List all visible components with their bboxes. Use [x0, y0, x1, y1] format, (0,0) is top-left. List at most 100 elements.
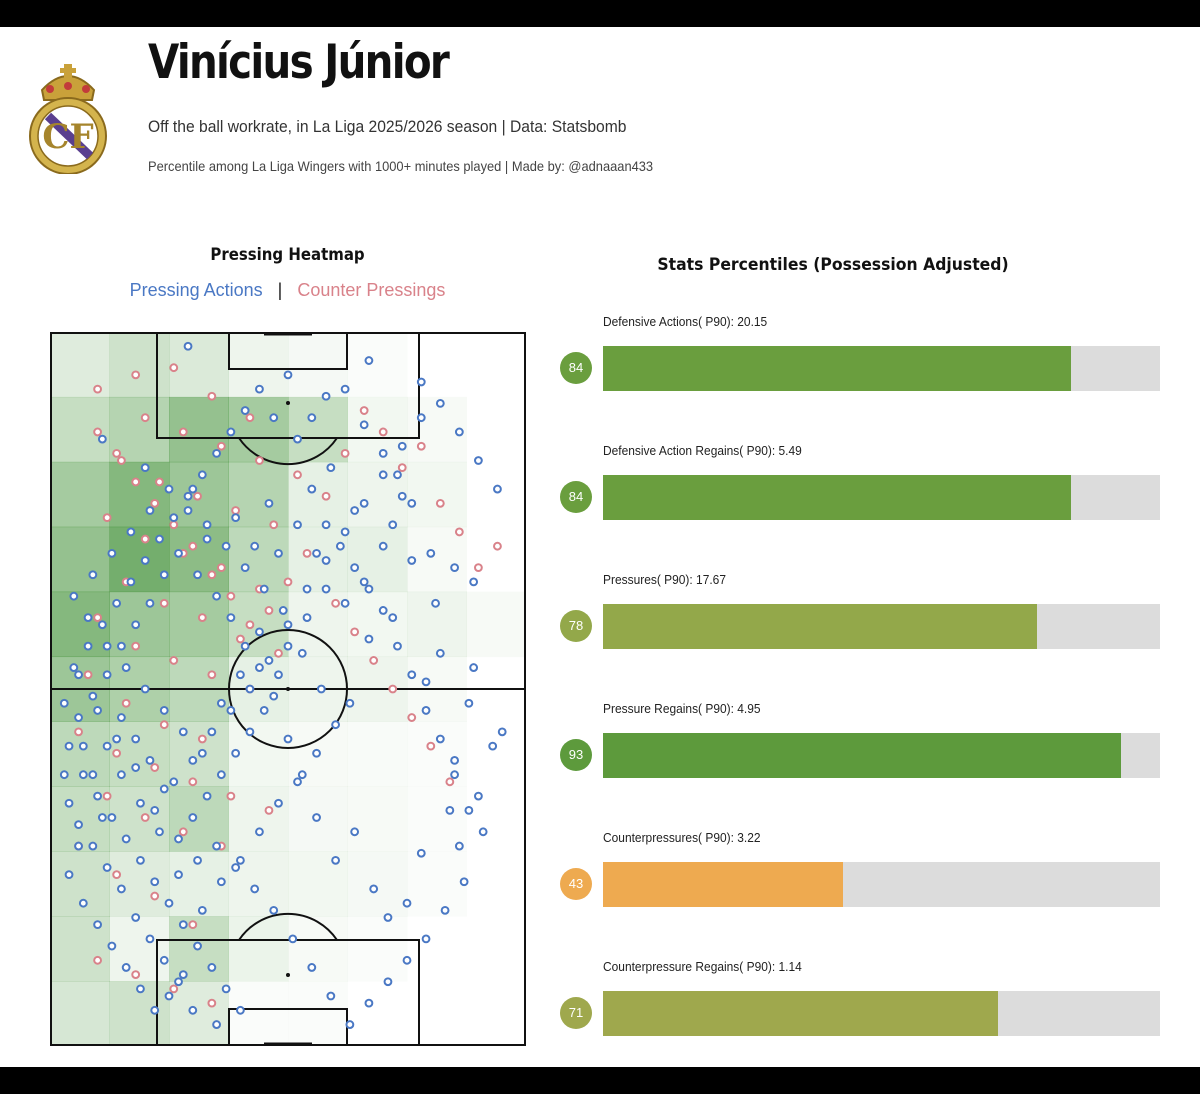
pressing-action-point: [188, 1005, 198, 1015]
pressing-action-point: [159, 706, 169, 715]
pressing-action-point: [236, 670, 245, 680]
pressing-action-point: [454, 841, 464, 851]
counter-pressing-point: [321, 491, 331, 501]
pressing-action-point: [269, 691, 279, 701]
stat-row: Defensive Actions( P90): 20.15 84: [560, 314, 1180, 414]
pressing-action-point: [359, 498, 369, 508]
pressing-action-point: [193, 570, 202, 580]
pressing-action-point: [369, 884, 379, 894]
pressing-action-point: [74, 841, 83, 851]
pressing-action-point: [121, 963, 131, 972]
pressing-action-point: [421, 706, 431, 715]
pressing-action-point: [316, 684, 326, 694]
counter-pressing-point: [454, 527, 464, 537]
pressing-action-point: [231, 513, 241, 523]
pressing-action-point: [59, 698, 69, 708]
pressing-action-point: [345, 698, 355, 708]
pressing-action-point: [88, 570, 98, 580]
heatmap-cell: [228, 396, 289, 463]
pressing-action-point: [497, 727, 507, 737]
stat-label: Defensive Actions( P90): 20.15: [603, 314, 768, 329]
pressing-action-point: [278, 606, 288, 615]
page-caption: Percentile among La Liga Wingers with 10…: [148, 158, 654, 174]
pressing-action-point: [164, 484, 174, 494]
stat-bar-track: [603, 991, 1160, 1036]
pressing-action-point: [445, 805, 455, 815]
counter-pressing-point: [169, 984, 179, 994]
heatmap-cell: [228, 786, 289, 852]
pressing-action-point: [197, 470, 207, 480]
pressing-action-point: [212, 841, 222, 851]
pressing-action-point: [93, 791, 102, 801]
pressing-action-point: [450, 770, 460, 780]
pressing-action-point: [69, 591, 79, 601]
pressing-action-point: [469, 577, 479, 587]
counter-pressing-points: [74, 363, 502, 1008]
pressing-action-point: [240, 406, 250, 415]
pressing-action-point: [117, 770, 126, 780]
pressing-action-point: [440, 905, 450, 915]
counter-pressing-point: [216, 441, 226, 451]
counter-pressing-point: [159, 598, 169, 608]
counter-pressing-point: [169, 656, 179, 665]
pressing-action-point: [393, 641, 402, 651]
pressing-action-point: [459, 877, 469, 887]
pressing-action-point: [364, 584, 374, 594]
pressing-action-point: [155, 827, 164, 837]
pressing-action-point: [197, 905, 207, 915]
heatmap-cell: [109, 786, 170, 852]
pressing-action-point: [435, 648, 445, 658]
counter-pressing-point: [378, 427, 388, 437]
pressing-action-point: [126, 527, 136, 537]
stat-bar-track: [603, 733, 1160, 778]
heatmap-cell: [288, 916, 348, 982]
pressing-action-point: [269, 905, 279, 915]
pressing-action-point: [288, 934, 298, 944]
pressing-action-point: [378, 448, 388, 458]
pressing-action-point: [102, 863, 112, 872]
pressing-action-point: [388, 613, 398, 623]
svg-text:CF: CF: [42, 117, 93, 157]
pressing-action-point: [202, 791, 212, 801]
counter-pressing-point: [140, 813, 150, 822]
pressing-action-point: [174, 977, 183, 987]
pressing-action-point: [474, 791, 483, 801]
pressing-action-point: [136, 984, 145, 994]
heatmap-cell: [288, 396, 348, 463]
pressing-action-point: [454, 427, 464, 437]
pressing-action-point: [421, 677, 431, 687]
counter-pressing-point: [435, 498, 445, 508]
pressing-action-point: [307, 963, 317, 972]
counter-pressing-point: [112, 870, 122, 880]
stat-bar-fill: [603, 991, 999, 1036]
counter-pressing-point: [388, 684, 398, 694]
pressing-action-point: [107, 813, 117, 822]
pressing-action-point: [183, 491, 193, 501]
percentile-badge: 84: [560, 352, 592, 384]
pressing-action-point: [188, 484, 198, 494]
counter-pressing-point: [359, 406, 369, 415]
heatmap-cell: [348, 721, 408, 786]
pressing-action-point: [307, 484, 317, 494]
pressing-action-point: [407, 556, 417, 565]
pressing-action-point: [102, 641, 112, 651]
pressing-action-point: [383, 977, 393, 987]
pressing-action-point: [178, 920, 188, 930]
pressing-action-point: [321, 556, 331, 565]
heatmap-cell: [169, 981, 229, 1046]
counter-pressing-point: [83, 670, 93, 680]
stat-bar-track: [603, 604, 1160, 649]
pressing-action-point: [216, 877, 226, 887]
pressing-action-point: [136, 855, 145, 865]
pressing-action-point: [207, 727, 217, 737]
pressing-action-point: [321, 391, 331, 401]
pressing-action-point: [231, 863, 241, 872]
pressing-action-point: [364, 356, 374, 365]
pressing-action-point: [431, 598, 440, 608]
pressing-action-point: [378, 470, 388, 480]
pressing-action-point: [469, 663, 479, 672]
pressing-action-point: [112, 734, 122, 744]
stat-label: Pressures( P90): 17.67: [603, 572, 726, 587]
counter-pressing-point: [207, 570, 217, 580]
pressing-action-point: [383, 913, 393, 922]
